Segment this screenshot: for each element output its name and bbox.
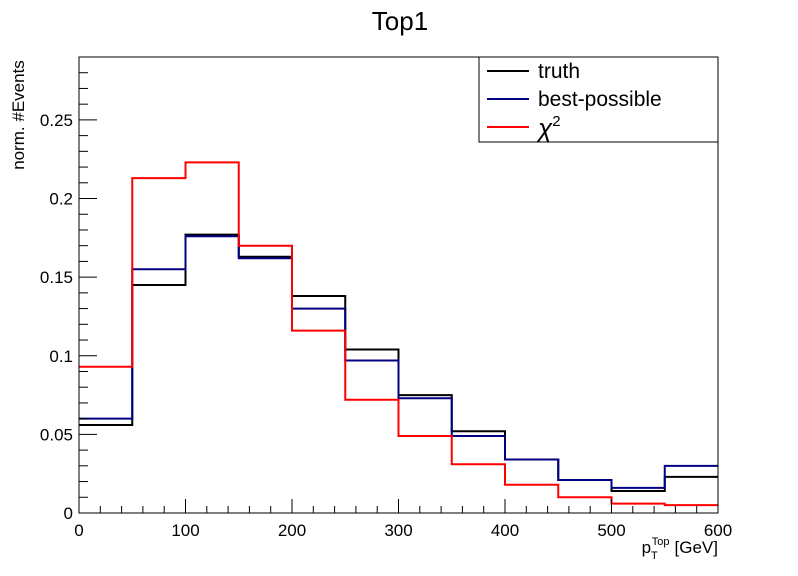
x-tick-label: 200 [278,521,306,540]
y-axis-label: norm. #Events [9,60,28,170]
x-axis-label-sub: T [651,550,658,562]
legend-label-best-possible: best-possible [538,88,662,111]
legend-label-chi2-symbol: χ [536,113,553,143]
series-line-1 [79,235,718,489]
chart-title: Top1 [372,6,428,36]
series-line-2 [79,161,718,507]
x-tick-label: 100 [171,521,199,540]
x-axis-label: pT Top [GeV] [642,536,718,562]
x-tick-label: 300 [384,521,412,540]
legend-label-chi2: χ2 [536,113,561,143]
legend: truth best-possible χ2 [478,56,719,143]
x-tick-label: 500 [597,521,625,540]
x-axis-label-unit: [GeV] [675,538,718,557]
y-tick-label: 0.25 [40,111,73,130]
x-tick-label: 400 [491,521,519,540]
series-layer [79,161,718,507]
legend-label-chi2-sup: 2 [552,113,560,130]
x-axis-label-sup: Top [652,536,670,548]
legend-label-truth: truth [538,60,580,83]
axis-layer: 0 100 200 300 400 500 600 0 0.05 0.1 0.15 0.2 0.25 [40,72,732,540]
y-tick-label: 0 [64,504,73,523]
x-tick-label: 600 [704,521,732,540]
y-tick-label: 0.2 [49,190,73,209]
y-tick-label: 0.1 [49,347,73,366]
x-tick-label: 0 [74,521,83,540]
x-axis-label-main: p [642,538,651,557]
y-tick-label: 0.05 [40,425,73,444]
y-tick-label: 0.15 [40,268,73,287]
